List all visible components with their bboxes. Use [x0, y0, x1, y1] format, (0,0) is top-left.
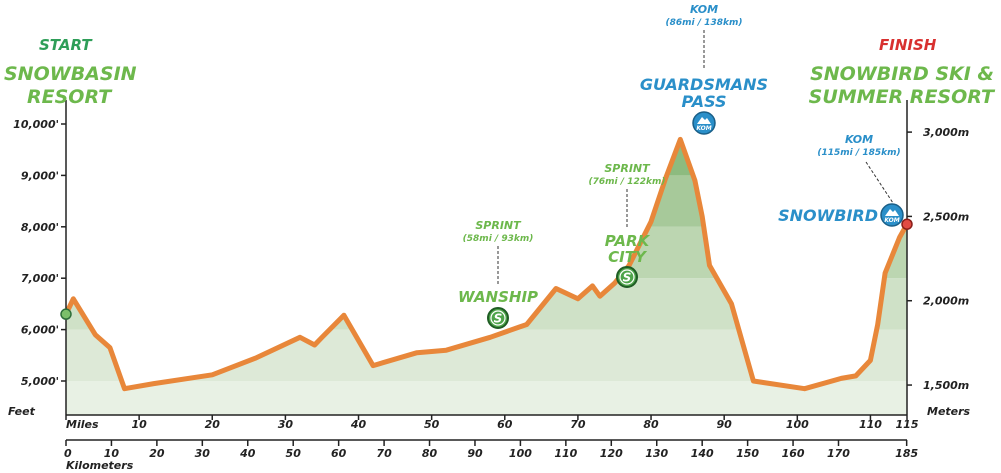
- sprint-badge-ring: [619, 269, 635, 285]
- km-tick-label: 170: [827, 447, 850, 460]
- sprint1-subtitle: (58mi / 93km): [463, 234, 534, 244]
- sprint1-name: WANSHIP: [458, 288, 538, 306]
- km-tick-label: 40: [239, 447, 256, 460]
- km-tick-label: 50: [286, 447, 302, 460]
- sprint2-badge: S: [616, 266, 638, 288]
- km-tick-label: 120: [600, 447, 623, 460]
- miles-tick-label: 30: [278, 418, 294, 431]
- km-tick-label: 185: [895, 447, 918, 460]
- km-tick-label: 150: [736, 447, 759, 460]
- meters-tick-label: 1,500m: [923, 379, 969, 392]
- kom1-name-line1: GUARDSMANS: [640, 75, 768, 94]
- band-group: [66, 139, 907, 415]
- kom2-title: KOM: [845, 133, 873, 146]
- kom1-badge: KOM: [692, 111, 716, 135]
- miles-tick-label: 40: [350, 418, 367, 431]
- feet-tick-label: 6,000': [21, 324, 59, 337]
- km-tick-label: 110: [554, 447, 577, 460]
- miles-tick-label: 90: [717, 418, 733, 431]
- mountain-icon: [697, 117, 711, 124]
- miles-tick-label: 50: [424, 418, 440, 431]
- km-tick-label: 130: [645, 447, 668, 460]
- km-tick-label: 0: [64, 447, 72, 460]
- sprint2-name-line1: PARK: [605, 232, 651, 250]
- km-tick-label: 140: [691, 447, 714, 460]
- sprint2-subtitle: (76mi / 122km): [589, 177, 666, 187]
- finish-label: FINISH: [879, 36, 937, 54]
- kom1-name-line2: PASS: [681, 92, 726, 111]
- elevation-bands: [66, 139, 907, 415]
- meters-axis-label: Meters: [927, 405, 971, 418]
- miles-tick-label: 70: [570, 418, 586, 431]
- miles-axis-label: Miles: [66, 418, 99, 431]
- mountain-icon: [885, 209, 899, 216]
- km-tick-label: 90: [467, 447, 483, 460]
- feet-axis-label: Feet: [8, 405, 36, 418]
- km-tick-label: 80: [422, 447, 438, 460]
- meters-tick-label: 2,000m: [923, 295, 969, 308]
- axes: 5,000' 6,000' 7,000' 8,000' 9,000' 10,000' Fee…: [8, 100, 971, 472]
- kom-badge-text: KOM: [884, 217, 899, 224]
- start-name-line2: RESORT: [27, 86, 113, 108]
- elevation-line: [63, 136, 910, 392]
- feet-tick-label: 8,000': [21, 221, 59, 234]
- feet-tick-label: 9,000': [21, 169, 59, 182]
- sprint1-title: SPRINT: [475, 219, 522, 232]
- miles-tick-label: 100: [786, 418, 809, 431]
- sprint-badge-ring: [490, 310, 506, 326]
- km-tick-label: 10: [104, 447, 120, 460]
- kom2-badge: KOM: [880, 203, 904, 227]
- km-tick-label: 30: [195, 447, 211, 460]
- feet-tick-label: 10,000': [13, 118, 59, 131]
- sprint-badge-text: S: [494, 312, 503, 326]
- start-marker: [60, 308, 72, 320]
- finish-name-line2: SUMMER RESORT: [809, 86, 996, 108]
- miles-tick-label: 10: [131, 418, 147, 431]
- start-name-line1: SNOWBASIN: [4, 63, 137, 85]
- km-tick-label: 160: [782, 447, 805, 460]
- sprint-badge-text: S: [623, 271, 632, 285]
- miles-tick-label: 80: [643, 418, 659, 431]
- kom1-subtitle: (86mi / 138km): [666, 18, 743, 28]
- feet-tick-label: 7,000': [21, 272, 59, 285]
- km-tick-label: 100: [509, 447, 532, 460]
- miles-tick-label: 20: [205, 418, 221, 431]
- miles-tick-label: 60: [497, 418, 513, 431]
- finish-marker: [901, 218, 913, 230]
- meters-tick-label: 2,500m: [923, 210, 969, 223]
- profile-area: [63, 136, 910, 392]
- kom2-subtitle: (115mi / 185km): [817, 148, 900, 158]
- kom2-name: SNOWBIRD: [778, 206, 878, 225]
- kom-badge-text: KOM: [696, 125, 711, 132]
- feet-tick-label: 5,000': [21, 375, 59, 388]
- km-tick-label: 20: [149, 447, 165, 460]
- finish-name-line1: SNOWBIRD SKI &: [810, 63, 994, 85]
- km-axis-label: Kilometers: [66, 459, 134, 472]
- km-tick-label: 60: [331, 447, 347, 460]
- miles-tick-label: 110: [859, 418, 882, 431]
- meters-tick-label: 3,000m: [923, 126, 969, 139]
- sprint1-badge: S: [487, 307, 509, 329]
- sprint2-name-line2: CITY: [608, 248, 648, 266]
- kom2-leader: [865, 161, 894, 204]
- sprint2-title: SPRINT: [604, 162, 651, 175]
- kom1-title: KOM: [690, 3, 718, 16]
- elevation-band: [66, 139, 907, 176]
- miles-tick-label: 115: [896, 418, 919, 431]
- km-tick-label: 70: [376, 447, 392, 460]
- start-label: START: [39, 36, 93, 54]
- elevation-band: [66, 381, 907, 415]
